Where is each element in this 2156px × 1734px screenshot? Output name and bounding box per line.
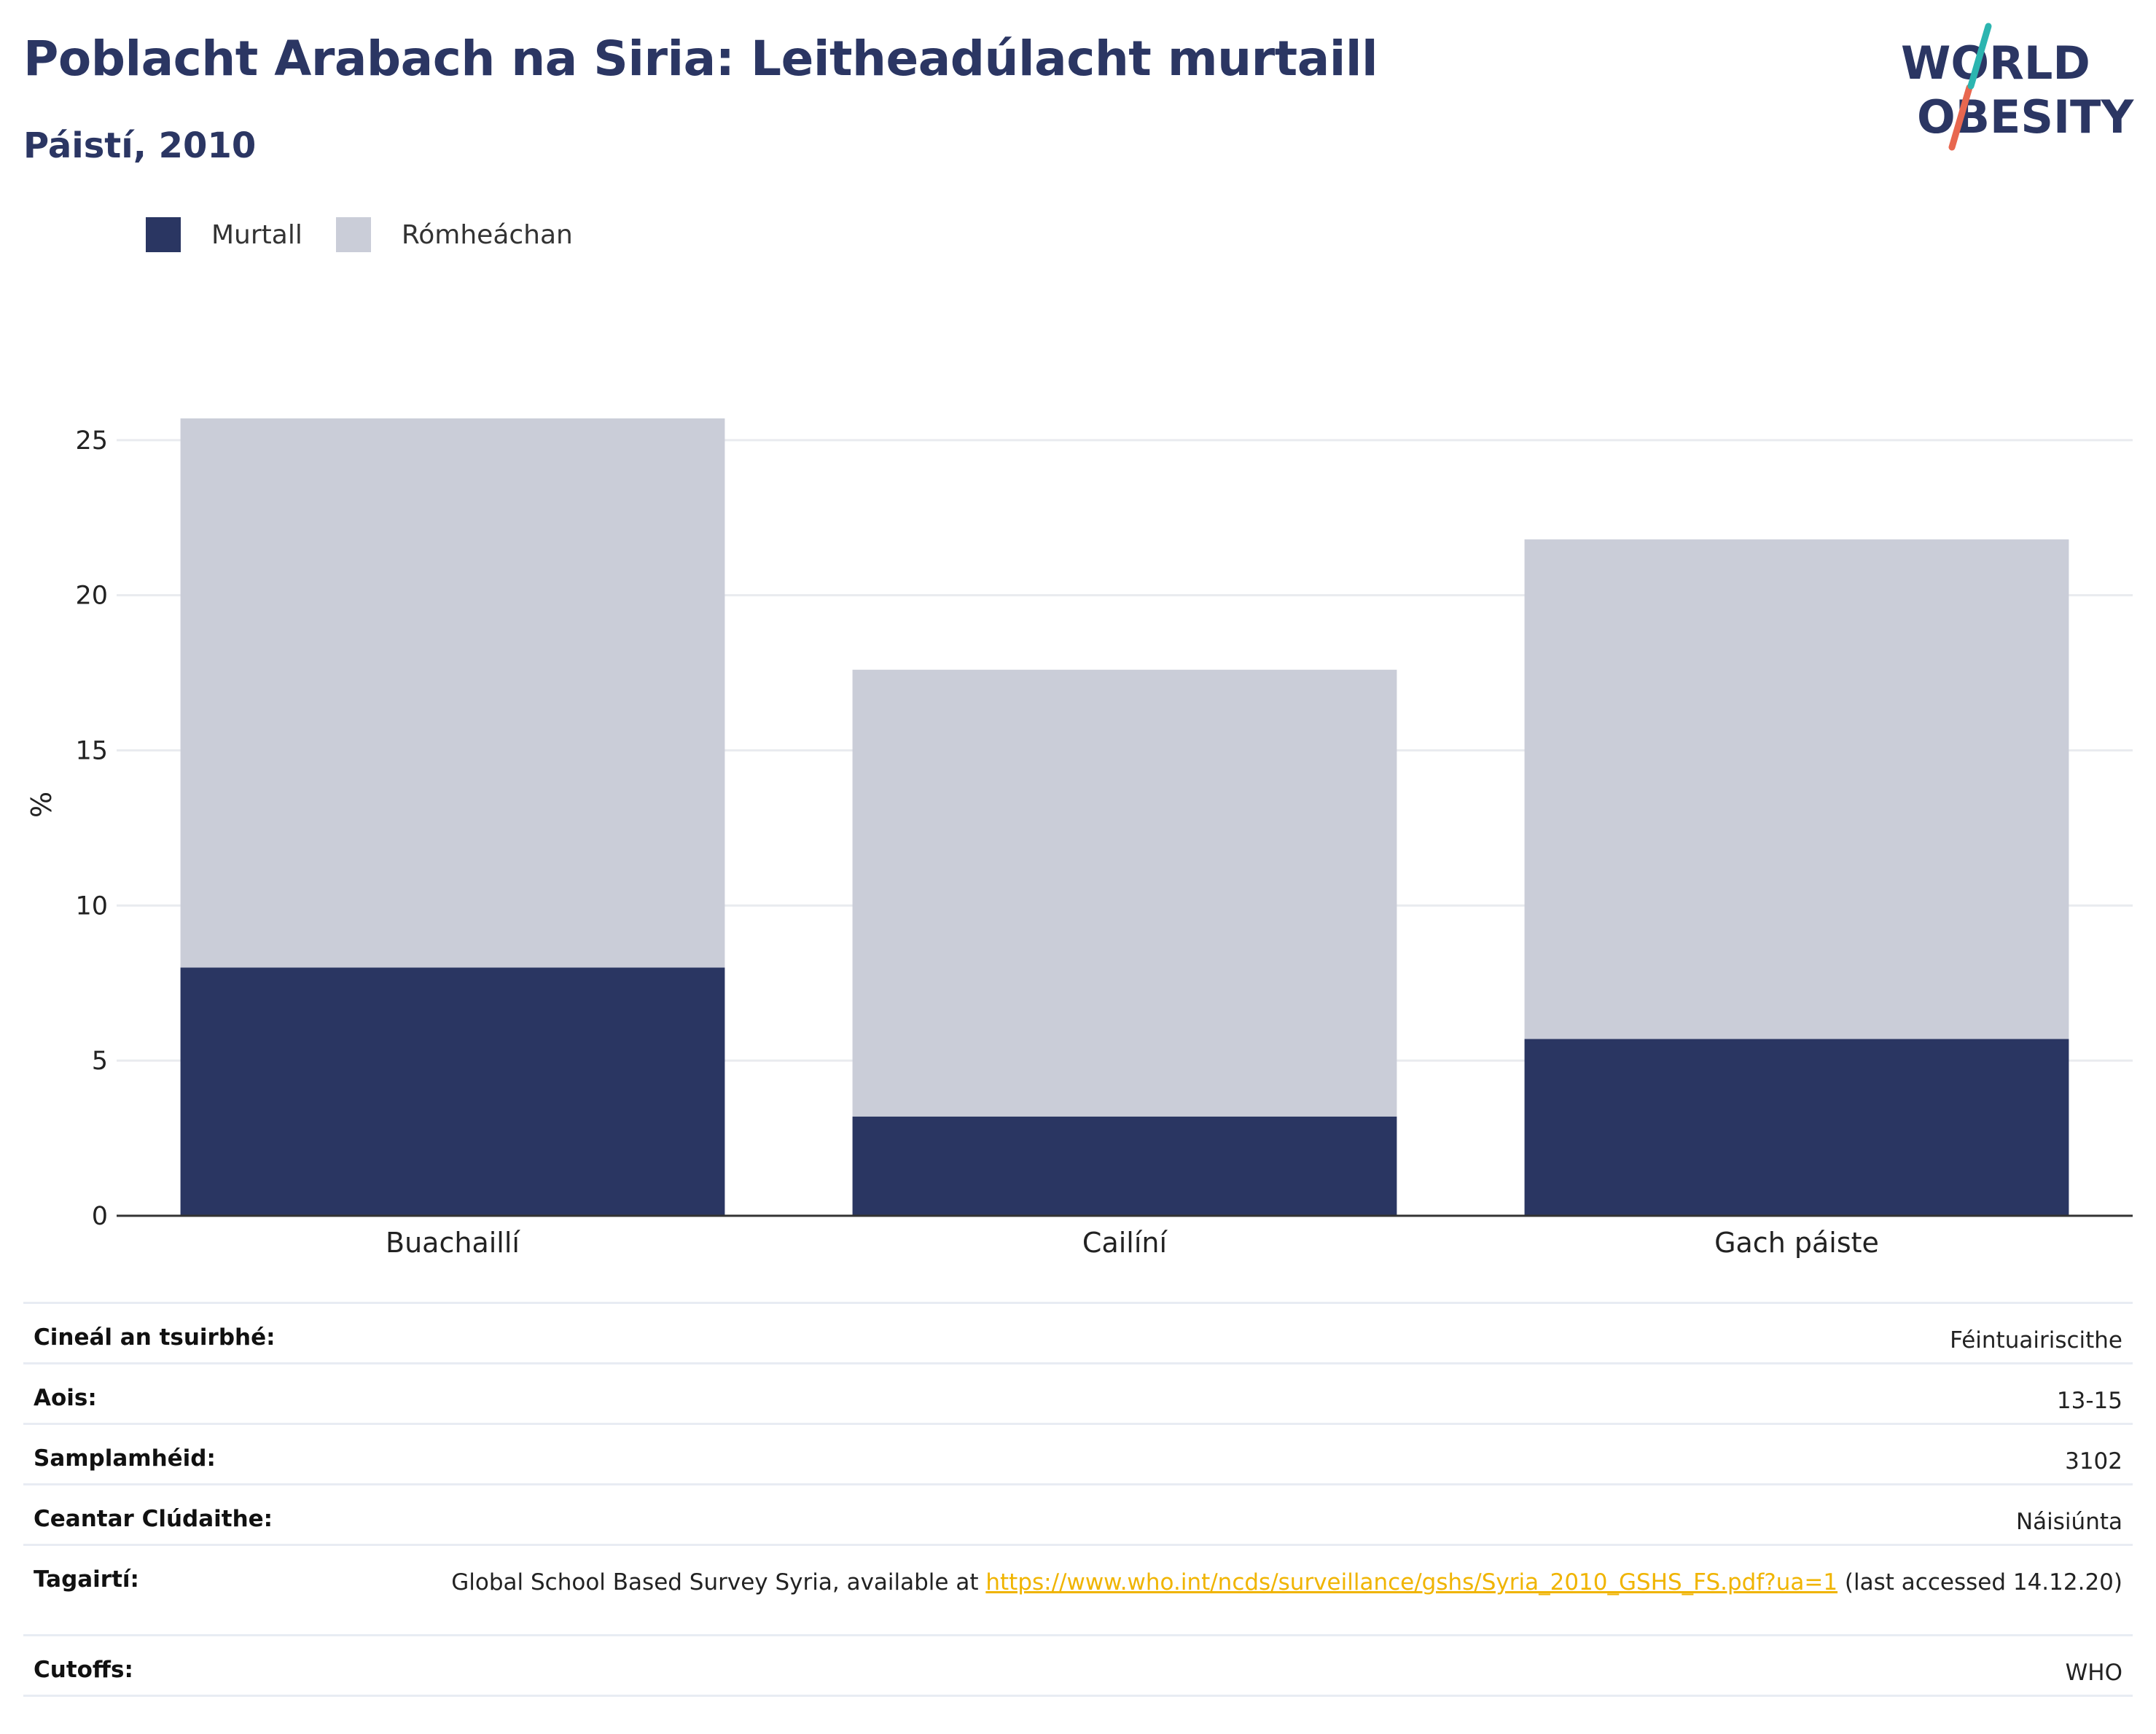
legend-item-obesity[interactable]: Murtall (146, 217, 302, 252)
info-value: WHO (306, 1634, 2133, 1697)
bar-overweight (1524, 539, 2069, 1039)
info-value: Global School Based Survey Syria, availa… (306, 1544, 2133, 1636)
info-value: 13-15 (306, 1362, 2133, 1424)
legend-swatch-overweight (335, 217, 371, 252)
reference-link[interactable]: https://www.who.int/ncds/surveillance/gs… (985, 1569, 1838, 1596)
x-tick-label: Cailíní (1082, 1227, 1168, 1259)
info-label: Samplamhéid: (23, 1423, 307, 1485)
world-obesity-logo: WORLD OBESITY (1901, 23, 2134, 151)
legend-label-overweight: Rómheáchan (401, 219, 573, 250)
y-tick-label: 0 (92, 1202, 108, 1231)
x-tick-label: Buachaillí (386, 1227, 520, 1259)
logo-slash-top (1967, 23, 1992, 90)
info-label: Cutoffs: (23, 1634, 307, 1697)
legend-swatch-obesity (146, 217, 181, 252)
bar-overweight (852, 669, 1397, 1117)
info-value: 3102 (306, 1423, 2133, 1485)
logo-line-1: WORLD (1901, 36, 2090, 90)
y-tick-label: 20 (75, 582, 108, 611)
reference-access-date: (last accessed 14.12.20) (1837, 1569, 2122, 1596)
y-tick-label: 5 (92, 1047, 108, 1076)
bar-obesity (852, 1116, 1397, 1216)
bar-obesity (1524, 1039, 2069, 1216)
y-tick-label: 15 (75, 737, 108, 766)
info-label: Tagairtí: (23, 1544, 307, 1636)
y-tick-label: 25 (75, 426, 108, 456)
info-row-survey-type: Cineál an tsuirbhé: Féintuairiscithe (23, 1302, 2133, 1364)
chart-subtitle: Páistí, 2010 (23, 125, 257, 166)
info-row-sample-size: Samplamhéid: 3102 (23, 1423, 2133, 1485)
chart-legend: Murtall Rómheáchan (146, 217, 606, 252)
y-axis-title: % (26, 792, 58, 818)
info-row-references: Tagairtí: Global School Based Survey Syr… (23, 1544, 2133, 1636)
info-row-cutoffs: Cutoffs: WHO (23, 1634, 2133, 1697)
logo-slash-bottom (1948, 84, 1973, 151)
survey-info-table: Cineál an tsuirbhé: Féintuairiscithe Aoi… (23, 1302, 2133, 1697)
info-label: Aois: (23, 1362, 307, 1424)
chart-title: Poblacht Arabach na Siria: Leitheadúlach… (23, 31, 1378, 87)
legend-label-obesity: Murtall (211, 219, 302, 250)
x-tick-label: Gach páiste (1714, 1227, 1879, 1259)
info-label: Cineál an tsuirbhé: (23, 1302, 307, 1364)
y-tick-label: 10 (75, 891, 108, 921)
info-value: Féintuairiscithe (306, 1302, 2133, 1364)
reference-text: Global School Based Survey Syria, availa… (451, 1569, 986, 1596)
stacked-bar-chart: 0 5 10 15 20 25% Buachaillí Cailíní Gach páiste (26, 418, 2133, 1259)
info-row-age: Aois: 13-15 (23, 1362, 2133, 1424)
legend-item-overweight[interactable]: Rómheáchan (335, 217, 573, 252)
bar-overweight (180, 418, 725, 968)
info-row-area: Ceantar Clúdaithe: Náisiúnta (23, 1483, 2133, 1545)
info-label: Ceantar Clúdaithe: (23, 1483, 307, 1545)
info-value: Náisiúnta (306, 1483, 2133, 1545)
bar-obesity (180, 967, 725, 1216)
